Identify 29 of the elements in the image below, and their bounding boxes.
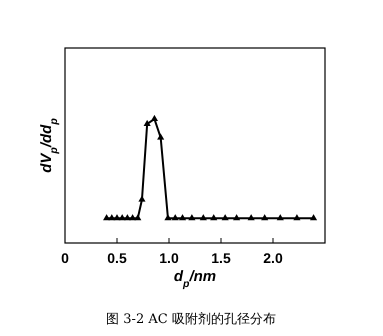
point xyxy=(129,214,136,220)
point xyxy=(188,214,196,220)
point xyxy=(233,214,240,220)
point xyxy=(261,214,268,220)
x-tick-label: 2.0 xyxy=(263,250,283,266)
point xyxy=(150,114,158,122)
point xyxy=(276,214,284,220)
x-tick-label: 1.0 xyxy=(159,250,179,266)
point xyxy=(124,214,131,220)
point xyxy=(248,214,255,220)
point xyxy=(172,214,179,220)
point xyxy=(310,214,318,220)
point xyxy=(164,214,172,220)
point xyxy=(293,214,300,220)
x-axis-title: d$_{p}$/nm xyxy=(174,268,216,290)
x-tick-label: 0.5 xyxy=(107,250,127,266)
point xyxy=(222,214,229,220)
point xyxy=(144,120,151,126)
point xyxy=(157,133,164,140)
point xyxy=(200,214,207,220)
point xyxy=(178,214,186,220)
point xyxy=(103,214,110,220)
point xyxy=(108,214,116,220)
point xyxy=(210,214,218,220)
point xyxy=(113,214,121,220)
x-tick-label: 1.5 xyxy=(211,250,231,266)
x-tick-label: 0 xyxy=(61,250,70,266)
point xyxy=(134,214,142,220)
caption: 图 3-2 AC 吸附剂的孔径分布 xyxy=(106,311,276,327)
